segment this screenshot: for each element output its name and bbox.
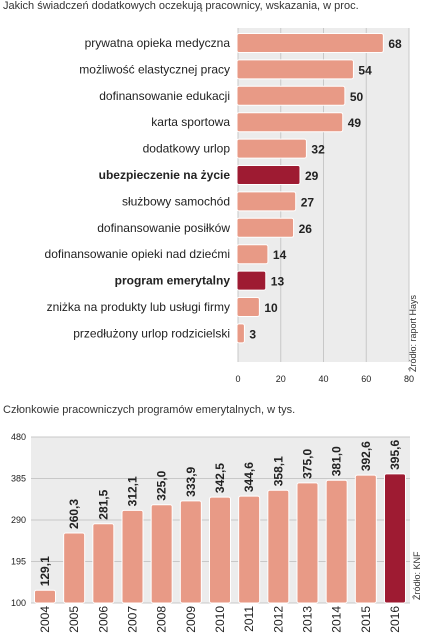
x-tick-label: 80 (404, 374, 414, 384)
column (92, 523, 115, 604)
bar (236, 165, 301, 185)
bar (236, 191, 297, 212)
x-tick-label: 2016 (388, 606, 402, 633)
chart-1-title: Jakich świadczeń dodatkowych oczekują pr… (3, 0, 359, 12)
category-label: karta sportowa (151, 115, 230, 129)
x-tick-label: 2005 (67, 606, 81, 633)
data-label: 49 (348, 116, 362, 130)
bar (236, 112, 344, 133)
x-tick-label: 2014 (330, 606, 344, 633)
category-label: dofinansowanie edukacji (99, 89, 230, 103)
data-label: 14 (273, 248, 287, 262)
x-tick-label: 2008 (155, 606, 169, 633)
x-tick-label: 60 (361, 374, 371, 384)
bar (236, 59, 354, 80)
column (179, 500, 202, 604)
column (296, 482, 319, 604)
category-label: dodatkowy urlop (143, 142, 231, 156)
data-label: 10 (264, 301, 278, 315)
bar (236, 244, 269, 265)
data-label: 27 (301, 195, 315, 209)
x-tick-label: 2010 (213, 606, 227, 633)
x-tick-label: 20 (276, 374, 286, 384)
column (121, 509, 144, 604)
x-tick-label: 40 (318, 374, 328, 384)
data-label: 395,6 (388, 440, 402, 470)
category-label: służbowy samochód (122, 194, 230, 208)
x-tick-label: 2004 (38, 606, 52, 633)
column (325, 479, 348, 604)
bar (236, 270, 267, 291)
column (209, 496, 231, 604)
data-label: 342,5 (213, 463, 227, 493)
x-tick-label: 2013 (301, 606, 315, 633)
category-label: ubezpieczenie na życie (99, 168, 231, 182)
x-tick-label: 2007 (126, 606, 140, 633)
column (354, 474, 377, 604)
column (63, 532, 86, 604)
data-label: 375,0 (301, 449, 315, 479)
y-tick-label: 290 (11, 515, 26, 525)
category-label: dofinansowanie opieki nad dziećmi (45, 247, 230, 261)
bar (236, 138, 307, 159)
data-label: 281,5 (96, 489, 110, 519)
column (150, 504, 173, 604)
data-label: 3 (249, 327, 256, 341)
category-label: prywatna opieka medyczna (85, 36, 231, 50)
x-tick-label: 2009 (184, 606, 198, 633)
data-label: 54 (358, 63, 372, 77)
source-label: Źródło: raport Hays (408, 294, 418, 372)
x-tick-label: 2015 (359, 606, 373, 633)
data-label: 333,9 (184, 466, 198, 496)
x-tick-label: 2012 (271, 606, 285, 633)
data-label: 344,6 (242, 462, 256, 492)
data-label: 325,0 (155, 470, 169, 500)
bar (236, 297, 260, 317)
data-label: 13 (271, 275, 285, 289)
x-tick-label: 2006 (96, 606, 110, 633)
data-label: 392,6 (359, 441, 373, 471)
source-label: Źródło: KNF (412, 551, 422, 600)
data-label: 358,1 (271, 456, 285, 486)
data-label: 260,3 (67, 499, 81, 529)
chart-2-pension-members-columns: 100 195 290 385 480 129,1 2004 260,3 2005 281,5 20… (11, 432, 422, 633)
column (267, 489, 290, 604)
x-tick-label: 2011 (242, 606, 256, 632)
y-tick-label: 480 (11, 432, 26, 442)
data-label: 32 (311, 143, 325, 157)
category-label: przedłużony urlop rodzicielski (73, 326, 230, 340)
data-label: 26 (299, 222, 313, 236)
category-label: dofinansowanie posiłków (97, 221, 230, 235)
bar (236, 323, 245, 344)
bar (236, 33, 384, 53)
column (384, 473, 406, 604)
category-label: program emerytalny (115, 274, 231, 288)
bar (236, 217, 295, 238)
y-tick-label: 195 (11, 557, 26, 567)
data-label: 129,1 (38, 556, 52, 586)
category-label: możliwość elastycznej pracy (79, 62, 230, 76)
y-tick-label: 100 (11, 598, 26, 608)
data-label: 381,0 (330, 446, 344, 476)
chart-1-benefits-hbar: 0 20 40 60 80 prywatna opieka medyczna 68 możli… (45, 28, 418, 384)
column (238, 495, 261, 604)
x-tick-label: 0 (235, 374, 240, 384)
data-label: 68 (388, 37, 402, 51)
data-label: 312,1 (126, 476, 140, 506)
column (34, 589, 56, 604)
data-label: 29 (305, 169, 319, 183)
category-label: zniżka na produkty lub usługi firmy (47, 300, 230, 314)
y-tick-label: 385 (11, 474, 26, 484)
bar (236, 85, 346, 106)
data-label: 50 (350, 90, 364, 104)
chart-2-title: Członkowie pracowniczych programów emery… (3, 404, 296, 416)
